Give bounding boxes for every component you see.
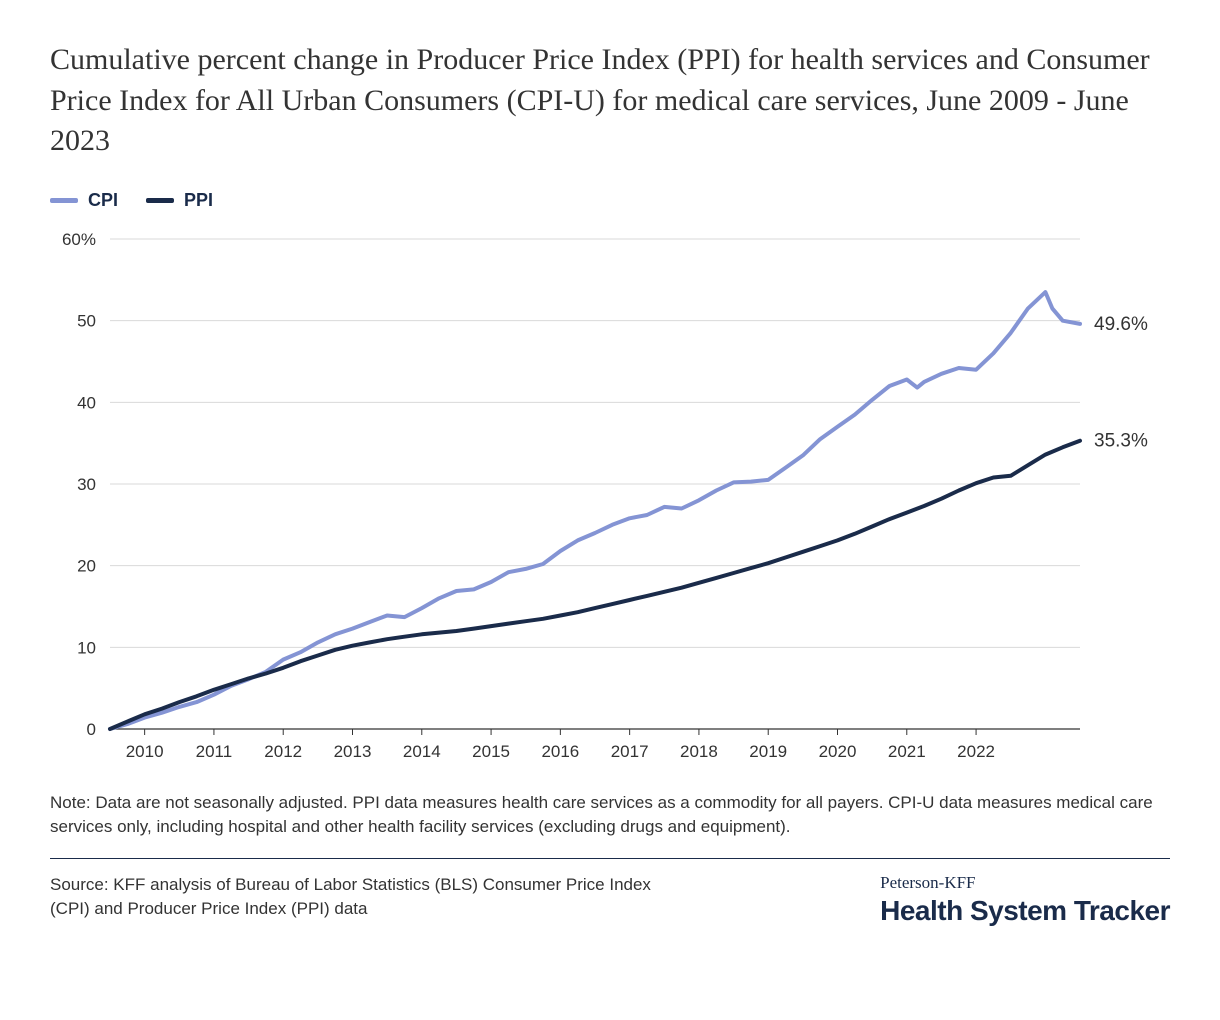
svg-text:50: 50	[77, 311, 96, 330]
svg-text:2017: 2017	[611, 742, 649, 761]
legend: CPI PPI	[50, 190, 1170, 211]
legend-swatch	[146, 198, 174, 203]
brand-top: Peterson-KFF	[880, 873, 1170, 893]
chart-note: Note: Data are not seasonally adjusted. …	[50, 791, 1170, 859]
svg-text:20: 20	[77, 556, 96, 575]
footer: Source: KFF analysis of Bureau of Labor …	[50, 873, 1170, 927]
svg-text:2020: 2020	[819, 742, 857, 761]
svg-text:35.3%: 35.3%	[1094, 430, 1148, 451]
svg-text:30: 30	[77, 475, 96, 494]
line-chart: 0 10 20 30 40 50 60% 2010 2011 2012 2013 2014 2015 20…	[50, 229, 1170, 769]
legend-label: PPI	[184, 190, 213, 211]
svg-text:2021: 2021	[888, 742, 926, 761]
svg-text:2010: 2010	[126, 742, 164, 761]
legend-item: CPI	[50, 190, 118, 211]
svg-text:2013: 2013	[334, 742, 372, 761]
source-text: Source: KFF analysis of Bureau of Labor …	[50, 873, 670, 922]
svg-text:2012: 2012	[264, 742, 302, 761]
legend-item: PPI	[146, 190, 213, 211]
svg-text:10: 10	[77, 638, 96, 657]
svg-text:49.6%: 49.6%	[1094, 313, 1148, 334]
svg-text:0: 0	[87, 720, 96, 739]
chart-title: Cumulative percent change in Producer Pr…	[50, 40, 1170, 162]
svg-text:2019: 2019	[749, 742, 787, 761]
svg-text:40: 40	[77, 393, 96, 412]
svg-text:60%: 60%	[62, 230, 96, 249]
brand-block: Peterson-KFF Health System Tracker	[880, 873, 1170, 927]
svg-text:2011: 2011	[196, 742, 233, 761]
svg-text:2022: 2022	[957, 742, 995, 761]
legend-label: CPI	[88, 190, 118, 211]
chart-svg: 0 10 20 30 40 50 60% 2010 2011 2012 2013 2014 2015 20…	[50, 229, 1170, 769]
svg-text:2015: 2015	[472, 742, 510, 761]
svg-text:2016: 2016	[541, 742, 579, 761]
svg-text:2018: 2018	[680, 742, 718, 761]
legend-swatch	[50, 198, 78, 203]
svg-text:2014: 2014	[403, 742, 441, 761]
brand-bottom: Health System Tracker	[880, 895, 1170, 927]
